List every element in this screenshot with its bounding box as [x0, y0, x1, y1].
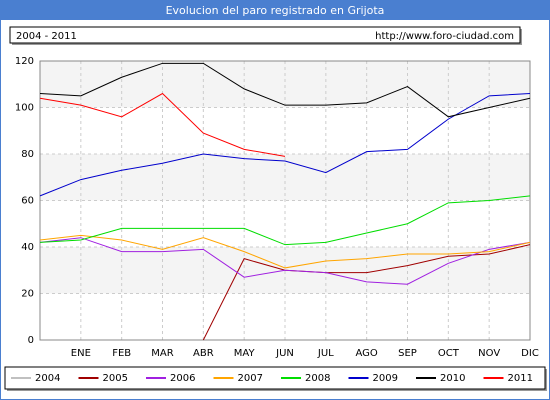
x-tick-label: JUL	[317, 348, 334, 359]
x-tick-label: DIC	[521, 348, 539, 359]
x-tick-label: ENE	[71, 348, 91, 359]
legend	[4, 366, 546, 390]
legend-label: 2004	[35, 373, 60, 384]
x-tick-label: NOV	[478, 348, 500, 359]
series-line	[39, 93, 531, 197]
chart-title: Evolucion del paro registrado en Grijota	[166, 4, 385, 17]
series-line	[202, 244, 531, 341]
legend-label: 2009	[373, 373, 398, 384]
plot-area	[39, 60, 531, 341]
subtitle: 2004 - 2011	[16, 31, 77, 42]
y-tick-label: 80	[21, 149, 34, 160]
title-bar	[0, 0, 550, 20]
series-line	[39, 234, 531, 269]
legend-label: 2006	[170, 373, 195, 384]
legend-label: 2008	[305, 373, 330, 384]
x-tick-label: AGO	[356, 348, 378, 359]
source: http://www.foro-ciudad.com	[375, 31, 514, 42]
x-tick-label: MAR	[151, 348, 173, 359]
series-line	[39, 92, 286, 157]
series-line	[39, 62, 531, 118]
y-tick-label: 120	[15, 56, 34, 67]
series-line	[39, 195, 531, 246]
legend-label: 2007	[238, 373, 263, 384]
x-tick-label: MAY	[234, 348, 256, 359]
subtitle-box	[9, 26, 521, 44]
legend-label: 2005	[103, 373, 128, 384]
x-tick-label: ABR	[193, 348, 214, 359]
x-tick-label: SEP	[398, 348, 417, 359]
x-tick-label: FEB	[112, 348, 131, 359]
series-line	[39, 237, 531, 285]
y-tick-label: 60	[21, 196, 34, 207]
y-tick-label: 0	[28, 335, 34, 346]
y-tick-label: 20	[21, 289, 34, 300]
legend-label: 2010	[440, 373, 465, 384]
legend-label: 2011	[508, 373, 533, 384]
x-tick-label: JUN	[275, 348, 294, 359]
y-tick-label: 100	[15, 103, 34, 114]
x-tick-label: OCT	[438, 348, 460, 359]
y-tick-label: 40	[21, 242, 34, 253]
